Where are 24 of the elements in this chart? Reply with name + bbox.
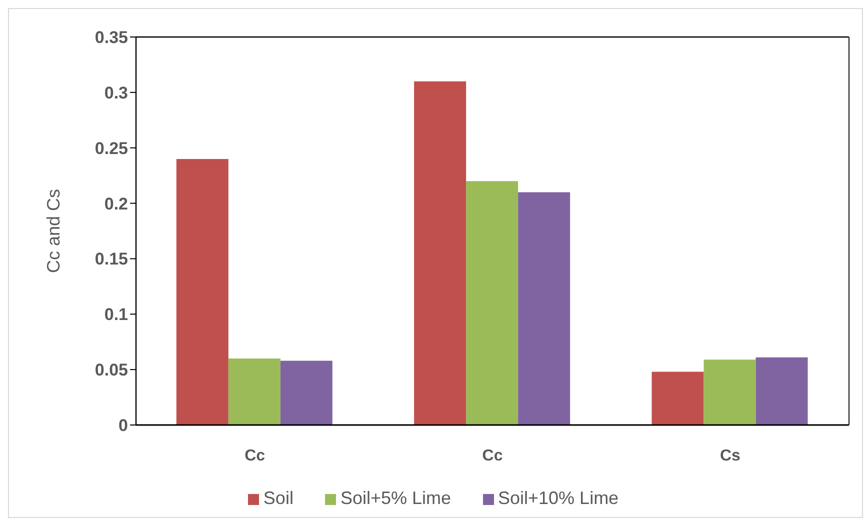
y-tick-label: 0.25 xyxy=(94,138,128,158)
x-tick-label: Cs xyxy=(720,447,740,464)
bar xyxy=(518,192,570,425)
y-tick-label: 0.35 xyxy=(94,28,128,48)
bar xyxy=(704,360,756,425)
y-tick-label: 0.1 xyxy=(104,305,128,324)
bar xyxy=(756,357,808,425)
bar xyxy=(228,358,280,425)
bar xyxy=(414,81,466,425)
y-tick-label: 0.05 xyxy=(94,360,128,380)
bar xyxy=(176,158,228,425)
bar xyxy=(466,181,518,425)
y-tick-label: 0.2 xyxy=(104,194,128,214)
y-tick-label: 0.3 xyxy=(104,83,128,102)
bar xyxy=(652,372,704,425)
y-tick-label: 0 xyxy=(118,416,128,436)
x-tick-label: Cc xyxy=(482,447,503,464)
y-axis-title: Cc and Cs xyxy=(43,188,64,274)
bar xyxy=(280,360,332,425)
legend-label: Soil+5% Lime xyxy=(340,488,451,508)
x-tick-label: Cc xyxy=(244,447,266,464)
legend-label: Soil+10% Lime xyxy=(498,488,619,508)
legend-label: Soil xyxy=(263,488,294,508)
y-tick-label: 0.15 xyxy=(94,250,128,269)
